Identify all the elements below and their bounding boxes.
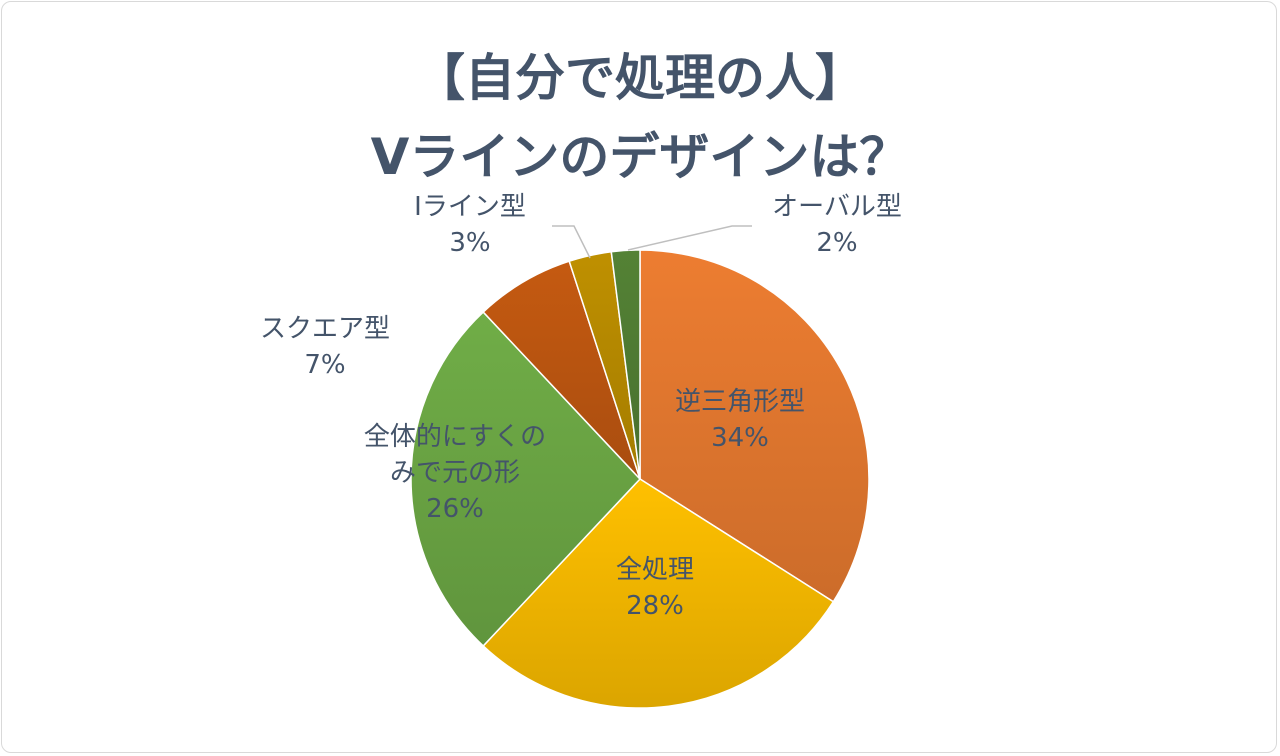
pie-slice-thinned-natural (410, 311, 642, 647)
chart-title-line-1: 【自分で処理の人】 (415, 49, 865, 107)
leader-line-i-line (552, 225, 591, 259)
data-label-oval: オーバル型 2% (772, 192, 902, 258)
pie-slices (410, 249, 870, 709)
data-label-name-thinned-natural: みで元の形 (390, 458, 520, 488)
data-label-name-inverted-triangle: 逆三角形型 (675, 387, 805, 417)
data-label-value-inverted-triangle: 34% (711, 423, 769, 453)
chart-title-line-2: Vラインのデザインは？ (370, 128, 910, 186)
data-label-value-thinned-natural: 26% (426, 494, 484, 524)
leader-lines (552, 225, 752, 259)
data-label-square: スクエア型 7% (260, 314, 390, 380)
data-label-name-square: スクエア型 (260, 314, 390, 344)
leader-line-oval (627, 225, 752, 251)
data-label-name-thinned-natural: 全体的にすくの (364, 422, 546, 452)
data-label-value-oval: 2% (816, 228, 857, 258)
data-label-inverted-triangle: 逆三角形型 34% (675, 387, 805, 453)
data-label-name-full-removal: 全処理 (616, 555, 694, 585)
pie-slice-oval (610, 249, 641, 480)
data-label-thinned-natural: 全体的にすくのみで元の形 26% (364, 422, 546, 524)
data-label-value-square: 7% (304, 350, 345, 380)
data-label-full-removal: 全処理 28% (616, 555, 694, 621)
pie-slice-inverted-triangle (639, 249, 870, 603)
data-label-value-i-line: 3% (449, 228, 490, 258)
data-label-name-i-line: Iライン型 (414, 192, 526, 222)
data-label-name-oval: オーバル型 (772, 192, 902, 222)
data-label-i-line: Iライン型 3% (414, 192, 526, 258)
pie-slice-full-removal (482, 478, 835, 709)
data-labels: 逆三角形型 34% 全処理 28% 全体的にすくのみで元の形 26% スクエア型 7% Iライン… (260, 192, 902, 621)
data-label-value-full-removal: 28% (626, 591, 684, 621)
